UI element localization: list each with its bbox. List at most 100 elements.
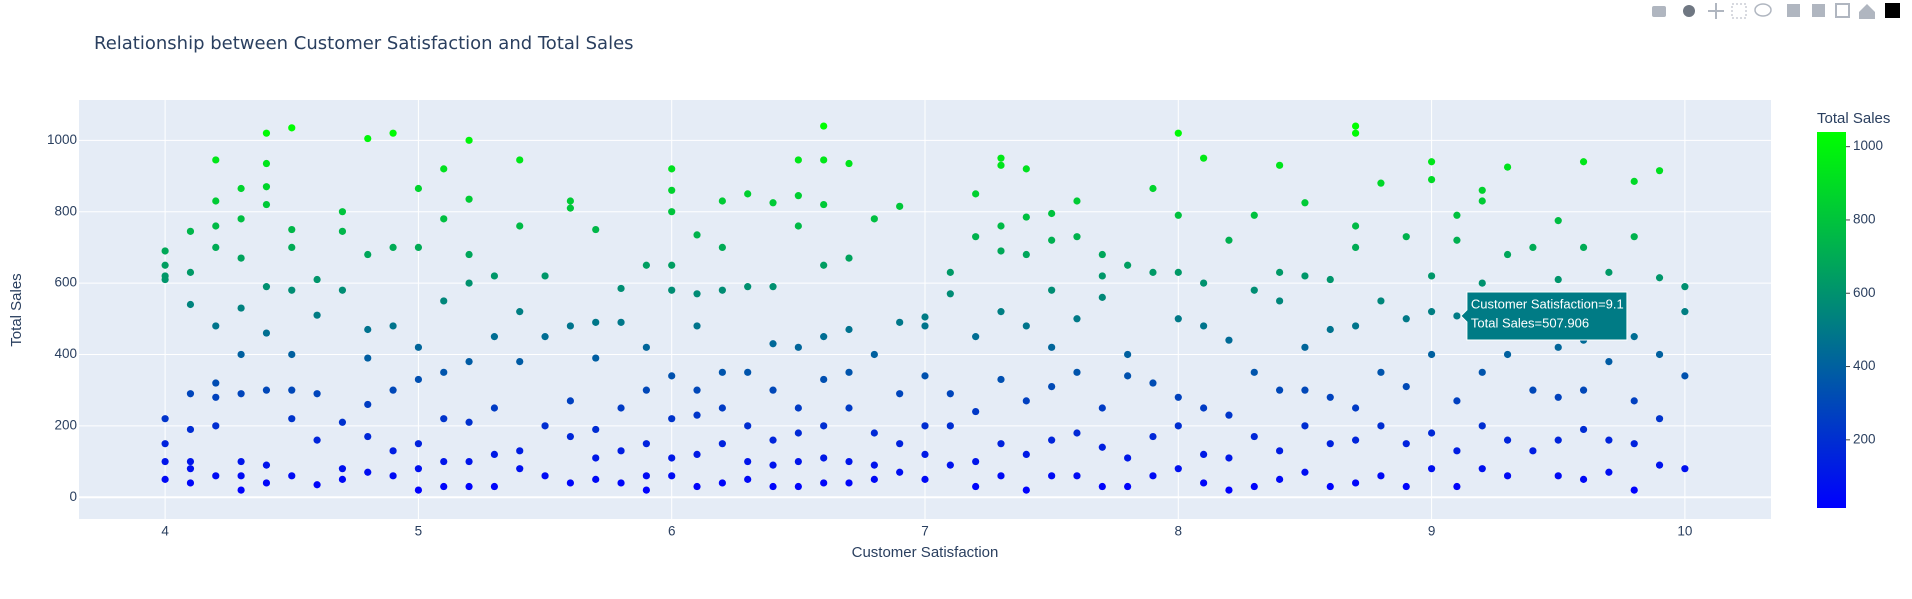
- point: [1098, 482, 1106, 491]
- point: [1655, 350, 1664, 359]
- point: [1048, 382, 1056, 391]
- point: [1048, 436, 1056, 444]
- point: [972, 482, 980, 491]
- point: [1478, 186, 1486, 194]
- point: [1579, 386, 1588, 394]
- point: [997, 308, 1005, 316]
- point: [237, 254, 245, 262]
- zoom-icon[interactable]: [1683, 5, 1695, 17]
- point: [794, 482, 802, 491]
- autoscale-icon[interactable]: [1835, 3, 1850, 18]
- point: [262, 159, 271, 168]
- point: [1453, 397, 1461, 405]
- point: [1276, 297, 1284, 305]
- point: [1022, 450, 1030, 459]
- point: [769, 386, 777, 394]
- point: [1630, 177, 1638, 185]
- point: [1630, 440, 1638, 448]
- point: [1655, 167, 1664, 175]
- point: [212, 243, 220, 251]
- point: [794, 192, 802, 200]
- point: [820, 375, 828, 384]
- point: [1427, 350, 1436, 359]
- y-tick-label: 1000: [47, 132, 77, 147]
- point: [1681, 372, 1689, 380]
- point: [1174, 465, 1182, 473]
- point: [1225, 411, 1233, 419]
- point: [1377, 472, 1385, 480]
- point: [566, 197, 574, 205]
- point: [1048, 286, 1056, 294]
- point: [414, 343, 423, 351]
- point: [769, 340, 777, 348]
- point: [668, 186, 676, 194]
- point: [642, 261, 650, 269]
- point: [186, 465, 195, 473]
- point: [1351, 222, 1360, 230]
- pan-icon[interactable]: [1708, 3, 1724, 19]
- point: [769, 199, 777, 207]
- point: [541, 472, 549, 480]
- point: [566, 204, 574, 212]
- camera-icon[interactable]: [1652, 6, 1666, 17]
- plotly-logo[interactable]: [1885, 3, 1900, 18]
- point: [1554, 343, 1562, 351]
- point: [1048, 236, 1056, 244]
- point: [1301, 386, 1309, 394]
- point: [237, 486, 245, 494]
- point: [642, 472, 650, 480]
- point: [820, 422, 828, 430]
- box-select-icon[interactable]: [1731, 3, 1747, 19]
- point: [186, 425, 195, 434]
- point: [1022, 322, 1030, 330]
- tooltip-line: Customer Satisfaction=9.1: [1471, 296, 1624, 311]
- point: [338, 227, 347, 235]
- point: [769, 283, 777, 291]
- point: [566, 397, 574, 405]
- point: [566, 432, 574, 441]
- point: [820, 261, 828, 269]
- point: [718, 197, 726, 205]
- point: [921, 475, 929, 483]
- point: [820, 454, 828, 462]
- point: [642, 440, 650, 448]
- point: [1453, 447, 1461, 455]
- point: [997, 222, 1005, 230]
- point: [288, 286, 296, 294]
- point: [1200, 450, 1208, 459]
- point: [592, 454, 600, 462]
- point: [1681, 308, 1689, 316]
- point: [414, 440, 423, 448]
- zoom-out-icon[interactable]: [1812, 4, 1825, 17]
- lasso-icon[interactable]: [1754, 3, 1772, 17]
- point: [1200, 479, 1208, 487]
- colorbar: [1817, 132, 1846, 508]
- point: [1554, 275, 1562, 284]
- point: [1402, 440, 1410, 448]
- reset-icon[interactable]: [1859, 4, 1875, 19]
- point: [364, 468, 372, 476]
- point: [237, 472, 245, 480]
- point: [1174, 393, 1182, 401]
- point: [1427, 158, 1436, 166]
- tooltip-line: Total Sales=507.906: [1471, 315, 1589, 330]
- x-tick-label: 10: [1677, 524, 1692, 539]
- zoom-in-icon[interactable]: [1787, 4, 1800, 17]
- point: [845, 159, 853, 168]
- y-tick-label: 800: [54, 203, 77, 218]
- point: [212, 393, 220, 401]
- point: [693, 386, 701, 394]
- point: [794, 404, 802, 412]
- point: [1250, 368, 1258, 376]
- point: [262, 200, 271, 209]
- point: [1276, 386, 1284, 394]
- point: [997, 247, 1005, 255]
- point: [338, 475, 347, 483]
- point: [161, 475, 169, 483]
- point: [465, 250, 473, 259]
- point: [161, 457, 169, 466]
- point: [921, 322, 929, 330]
- point: [161, 261, 169, 269]
- point: [364, 432, 372, 441]
- point: [845, 254, 853, 262]
